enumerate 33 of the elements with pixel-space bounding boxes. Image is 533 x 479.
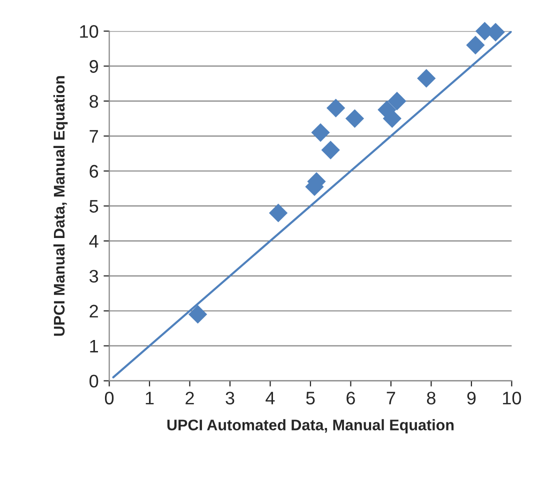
x-tick-label: 2 — [186, 392, 194, 404]
x-tick-label: 7 — [386, 392, 396, 404]
x-tick-label: 5 — [306, 392, 315, 404]
y-tick-label: 0 — [90, 374, 98, 388]
y-tick-label: 9 — [90, 60, 98, 73]
point — [345, 109, 364, 128]
point — [388, 92, 406, 110]
point — [268, 204, 288, 222]
y-tick-label: 4 — [89, 235, 98, 248]
x-tick-label: 10 — [503, 392, 522, 404]
x-tick-label: 3 — [226, 392, 234, 404]
point — [321, 140, 340, 160]
x-tick-label: 8 — [426, 392, 436, 404]
y-tick-label: 10 — [80, 25, 98, 38]
point — [188, 305, 208, 324]
x-tick-label: 4 — [266, 392, 275, 404]
point — [311, 123, 330, 142]
y-tick-label: 2 — [90, 304, 98, 318]
x-tick-label: 0 — [104, 392, 114, 404]
y-axis-title: UPCI Manual Data, Manual Equation — [53, 76, 68, 336]
y-tick-label: 3 — [89, 270, 98, 283]
x-tick-label: 6 — [346, 392, 355, 404]
point — [326, 98, 346, 118]
point — [417, 69, 436, 88]
y-tick-label: 8 — [90, 95, 98, 108]
x-axis-title: UPCI Automated Data, Manual Equation — [167, 419, 454, 434]
y-tick-label: 5 — [90, 200, 98, 213]
y-tick-label: 7 — [90, 130, 98, 143]
point — [466, 36, 485, 54]
y-tick-label: 1 — [90, 340, 98, 352]
y-tick-label: 6 — [90, 164, 98, 178]
x-tick-label: 9 — [467, 392, 476, 404]
x-tick-label: 1 — [146, 392, 154, 404]
